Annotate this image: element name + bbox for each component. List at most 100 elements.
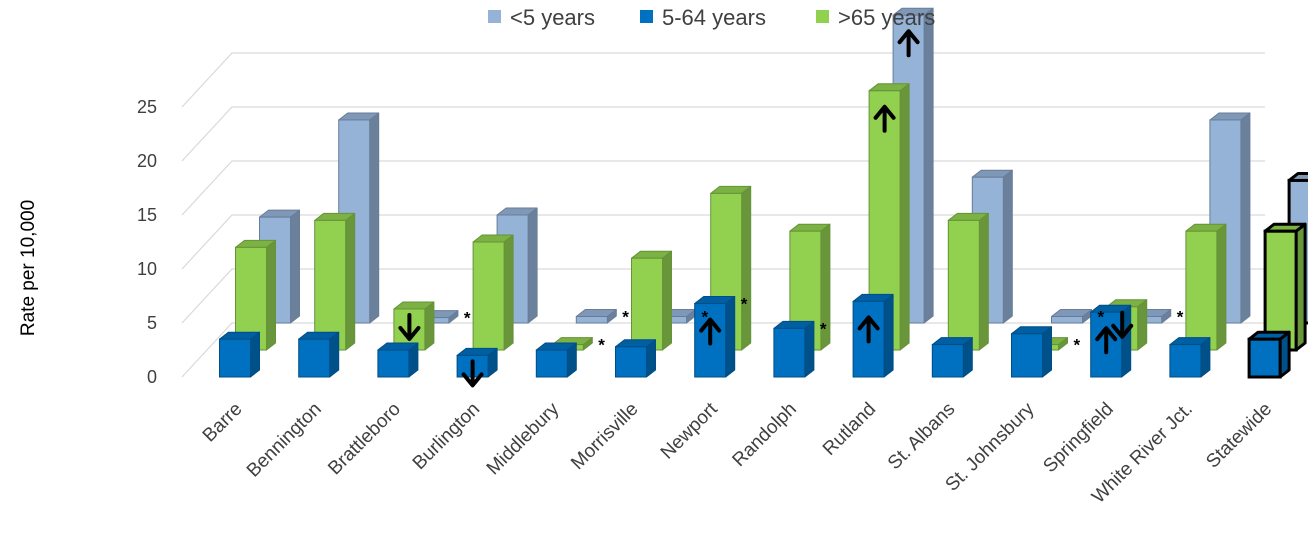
bar-side	[883, 293, 894, 378]
bar-5-64-years-brattleboro	[377, 342, 419, 378]
bar-5-years-middlebury	[575, 309, 617, 324]
y-tick-label: 0	[147, 367, 157, 387]
category-label: Randolph	[729, 399, 801, 471]
legend-swatch	[488, 10, 501, 23]
bar-side	[250, 331, 260, 378]
bar-front	[219, 338, 251, 378]
bar-side	[369, 112, 380, 324]
bar-front	[298, 338, 331, 378]
up-arrow-icon	[1095, 326, 1118, 355]
bar-65-years-statewide	[1263, 222, 1307, 352]
bar-5-64-years-middlebury	[535, 342, 577, 378]
up-arrow-icon	[897, 29, 920, 58]
bar-5-64-years-statewide	[1247, 330, 1291, 379]
category-label: Springfield	[1039, 399, 1117, 477]
bar-5-64-years-st-albans	[931, 337, 973, 378]
bar-65-years-st-albans	[947, 212, 989, 351]
bar-5-years-st-johnsbury	[1051, 309, 1092, 324]
bar-side	[266, 239, 276, 351]
bar-front	[615, 346, 647, 378]
bar-side	[424, 301, 435, 351]
down-arrow-icon	[461, 359, 484, 388]
down-arrow-icon	[398, 312, 421, 341]
category-label: Statewide	[1202, 399, 1276, 473]
bar-side	[329, 331, 340, 378]
bar-side	[527, 207, 538, 324]
category-label: Middlebury	[483, 398, 564, 479]
bar-front	[575, 316, 608, 324]
bar-front	[1051, 316, 1083, 324]
y-tick-label: 20	[137, 151, 157, 171]
bar-side	[899, 83, 910, 351]
asterisk-marker: *	[820, 319, 827, 338]
bar-front	[773, 327, 806, 378]
legend-swatch	[816, 10, 829, 23]
up-arrow-icon	[699, 317, 722, 346]
bar-65-years-morrisville	[631, 250, 672, 351]
category-label: Brattleboro	[324, 399, 405, 480]
bar-side	[1002, 169, 1013, 324]
bar-side	[741, 185, 752, 351]
legend-label: >65 years	[838, 5, 935, 30]
asterisk-marker: *	[1098, 308, 1105, 327]
bar-side	[1240, 112, 1251, 324]
bar-5-64-years-randolph	[773, 320, 815, 378]
bar-side	[290, 209, 300, 324]
category-label: Rutland	[819, 399, 880, 460]
asterisk-marker: *	[598, 336, 605, 355]
y-axis-label: Rate per 10,000	[18, 200, 39, 336]
asterisk-marker: *	[464, 309, 471, 328]
bar-side	[503, 234, 514, 351]
bar-side	[725, 296, 736, 378]
bar-front	[314, 219, 347, 351]
asterisk-marker: *	[622, 308, 629, 327]
gridline	[181, 52, 1265, 108]
category-label: Newport	[657, 398, 722, 463]
markers: * * * * * * * * *	[398, 29, 1184, 388]
category-label: Burlington	[409, 399, 484, 474]
bar-side	[1042, 326, 1052, 378]
y-tick-label: 25	[137, 97, 157, 117]
legend-swatch	[640, 10, 653, 23]
bar-5-64-years-white-river-jct	[1169, 337, 1211, 378]
bar-front	[852, 300, 885, 378]
category-label: Bennington	[243, 399, 326, 482]
bar-5-64-years-barre	[219, 331, 260, 378]
bar-side	[1216, 223, 1227, 351]
bar-5-64-years-rutland	[852, 293, 894, 378]
bar-65-years-white-river-jct	[1185, 223, 1227, 351]
legend-label: <5 years	[510, 5, 595, 30]
bar-front	[1247, 337, 1282, 379]
y-tick-label: 15	[137, 205, 157, 225]
category-label: Morrisville	[567, 399, 642, 474]
asterisk-marker: *	[702, 308, 709, 327]
asterisk-marker: *	[1074, 336, 1081, 355]
bar-front	[631, 257, 663, 351]
category-label: St. Albans	[884, 399, 959, 474]
bar-side	[804, 320, 815, 378]
legend: <5 years 5-64 years >65 years	[488, 5, 935, 30]
down-arrow-icon	[1111, 310, 1134, 339]
bar-front	[1011, 333, 1043, 378]
bar-65-years-burlington	[472, 234, 514, 351]
bar-front	[947, 219, 980, 351]
legend-label: 5-64 years	[662, 5, 766, 30]
bars	[219, 7, 1308, 379]
bar-front	[535, 349, 568, 378]
bar-front	[1169, 344, 1202, 378]
category-label: Barre	[199, 399, 247, 447]
bar-5-64-years-st-johnsbury	[1011, 326, 1052, 378]
bar-side	[978, 212, 989, 351]
bar-front	[472, 241, 505, 351]
y-axis-ticks: 0 5 10 15 20 25	[137, 97, 157, 387]
bar-front	[931, 344, 964, 378]
asterisk-marker: *	[741, 295, 748, 314]
bar-5-64-years-bennington	[298, 331, 340, 378]
bar-side	[662, 250, 672, 351]
y-tick-label: 5	[147, 313, 157, 333]
bar-top	[1287, 171, 1308, 182]
bar-5-64-years-springfield	[1090, 304, 1132, 378]
bar-side	[1137, 299, 1148, 351]
